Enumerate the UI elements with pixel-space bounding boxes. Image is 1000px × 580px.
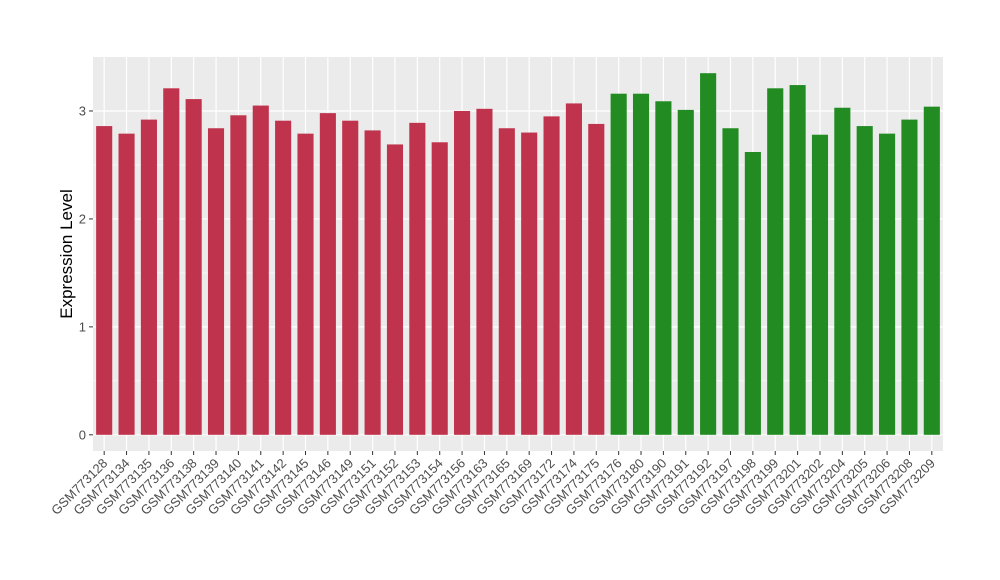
- bar-GSM773192: [700, 73, 717, 435]
- bar-GSM773206: [879, 133, 896, 435]
- bar-GSM773154: [431, 142, 448, 435]
- bar-GSM773165: [498, 128, 515, 435]
- y-tick-label: 1: [79, 319, 86, 334]
- bar-GSM773208: [901, 119, 918, 435]
- bar-GSM773197: [722, 128, 739, 435]
- bar-GSM773201: [789, 85, 806, 435]
- bar-GSM773172: [543, 116, 560, 435]
- bar-GSM773140: [230, 115, 247, 435]
- bar-GSM773180: [632, 93, 650, 435]
- bar-GSM773142: [275, 120, 292, 435]
- bar-GSM773190: [655, 101, 672, 435]
- bar-GSM773204: [834, 107, 851, 435]
- bar-GSM773139: [207, 128, 225, 435]
- bar-GSM773205: [856, 126, 873, 435]
- bar-GSM773199: [767, 88, 784, 435]
- y-tick-label: 3: [79, 103, 86, 118]
- y-tick-label: 0: [79, 427, 86, 442]
- bar-GSM773209: [923, 106, 940, 435]
- bars: [96, 73, 940, 435]
- bar-GSM773156: [454, 110, 471, 435]
- bar-GSM773153: [409, 122, 426, 435]
- bar-GSM773152: [386, 144, 404, 435]
- y-tick-label: 2: [79, 211, 86, 226]
- bar-GSM773163: [476, 108, 493, 435]
- bar-GSM773135: [140, 119, 157, 435]
- bar-GSM773141: [252, 105, 269, 435]
- bar-GSM773176: [610, 93, 627, 435]
- bar-GSM773149: [342, 120, 359, 435]
- y-axis-title: Expression Level: [57, 189, 76, 318]
- x-axis-ticks: GSM773128GSM773134GSM773135GSM773136GSM7…: [48, 451, 938, 518]
- y-axis-ticks: 0 1 2 3: [79, 103, 93, 442]
- bar-GSM773202: [811, 134, 829, 435]
- bar-GSM773175: [588, 123, 605, 435]
- bar-GSM773128: [96, 126, 113, 435]
- bar-GSM773134: [118, 133, 135, 435]
- bar-GSM773191: [677, 109, 694, 435]
- bar-GSM773151: [364, 130, 381, 435]
- bar-GSM773169: [521, 132, 538, 435]
- bar-GSM773138: [185, 99, 202, 435]
- bar-GSM773146: [319, 113, 336, 435]
- bar-GSM773136: [163, 88, 180, 435]
- bar-GSM773145: [297, 133, 314, 435]
- bar-GSM773174: [565, 103, 582, 435]
- bar-GSM773198: [744, 151, 761, 435]
